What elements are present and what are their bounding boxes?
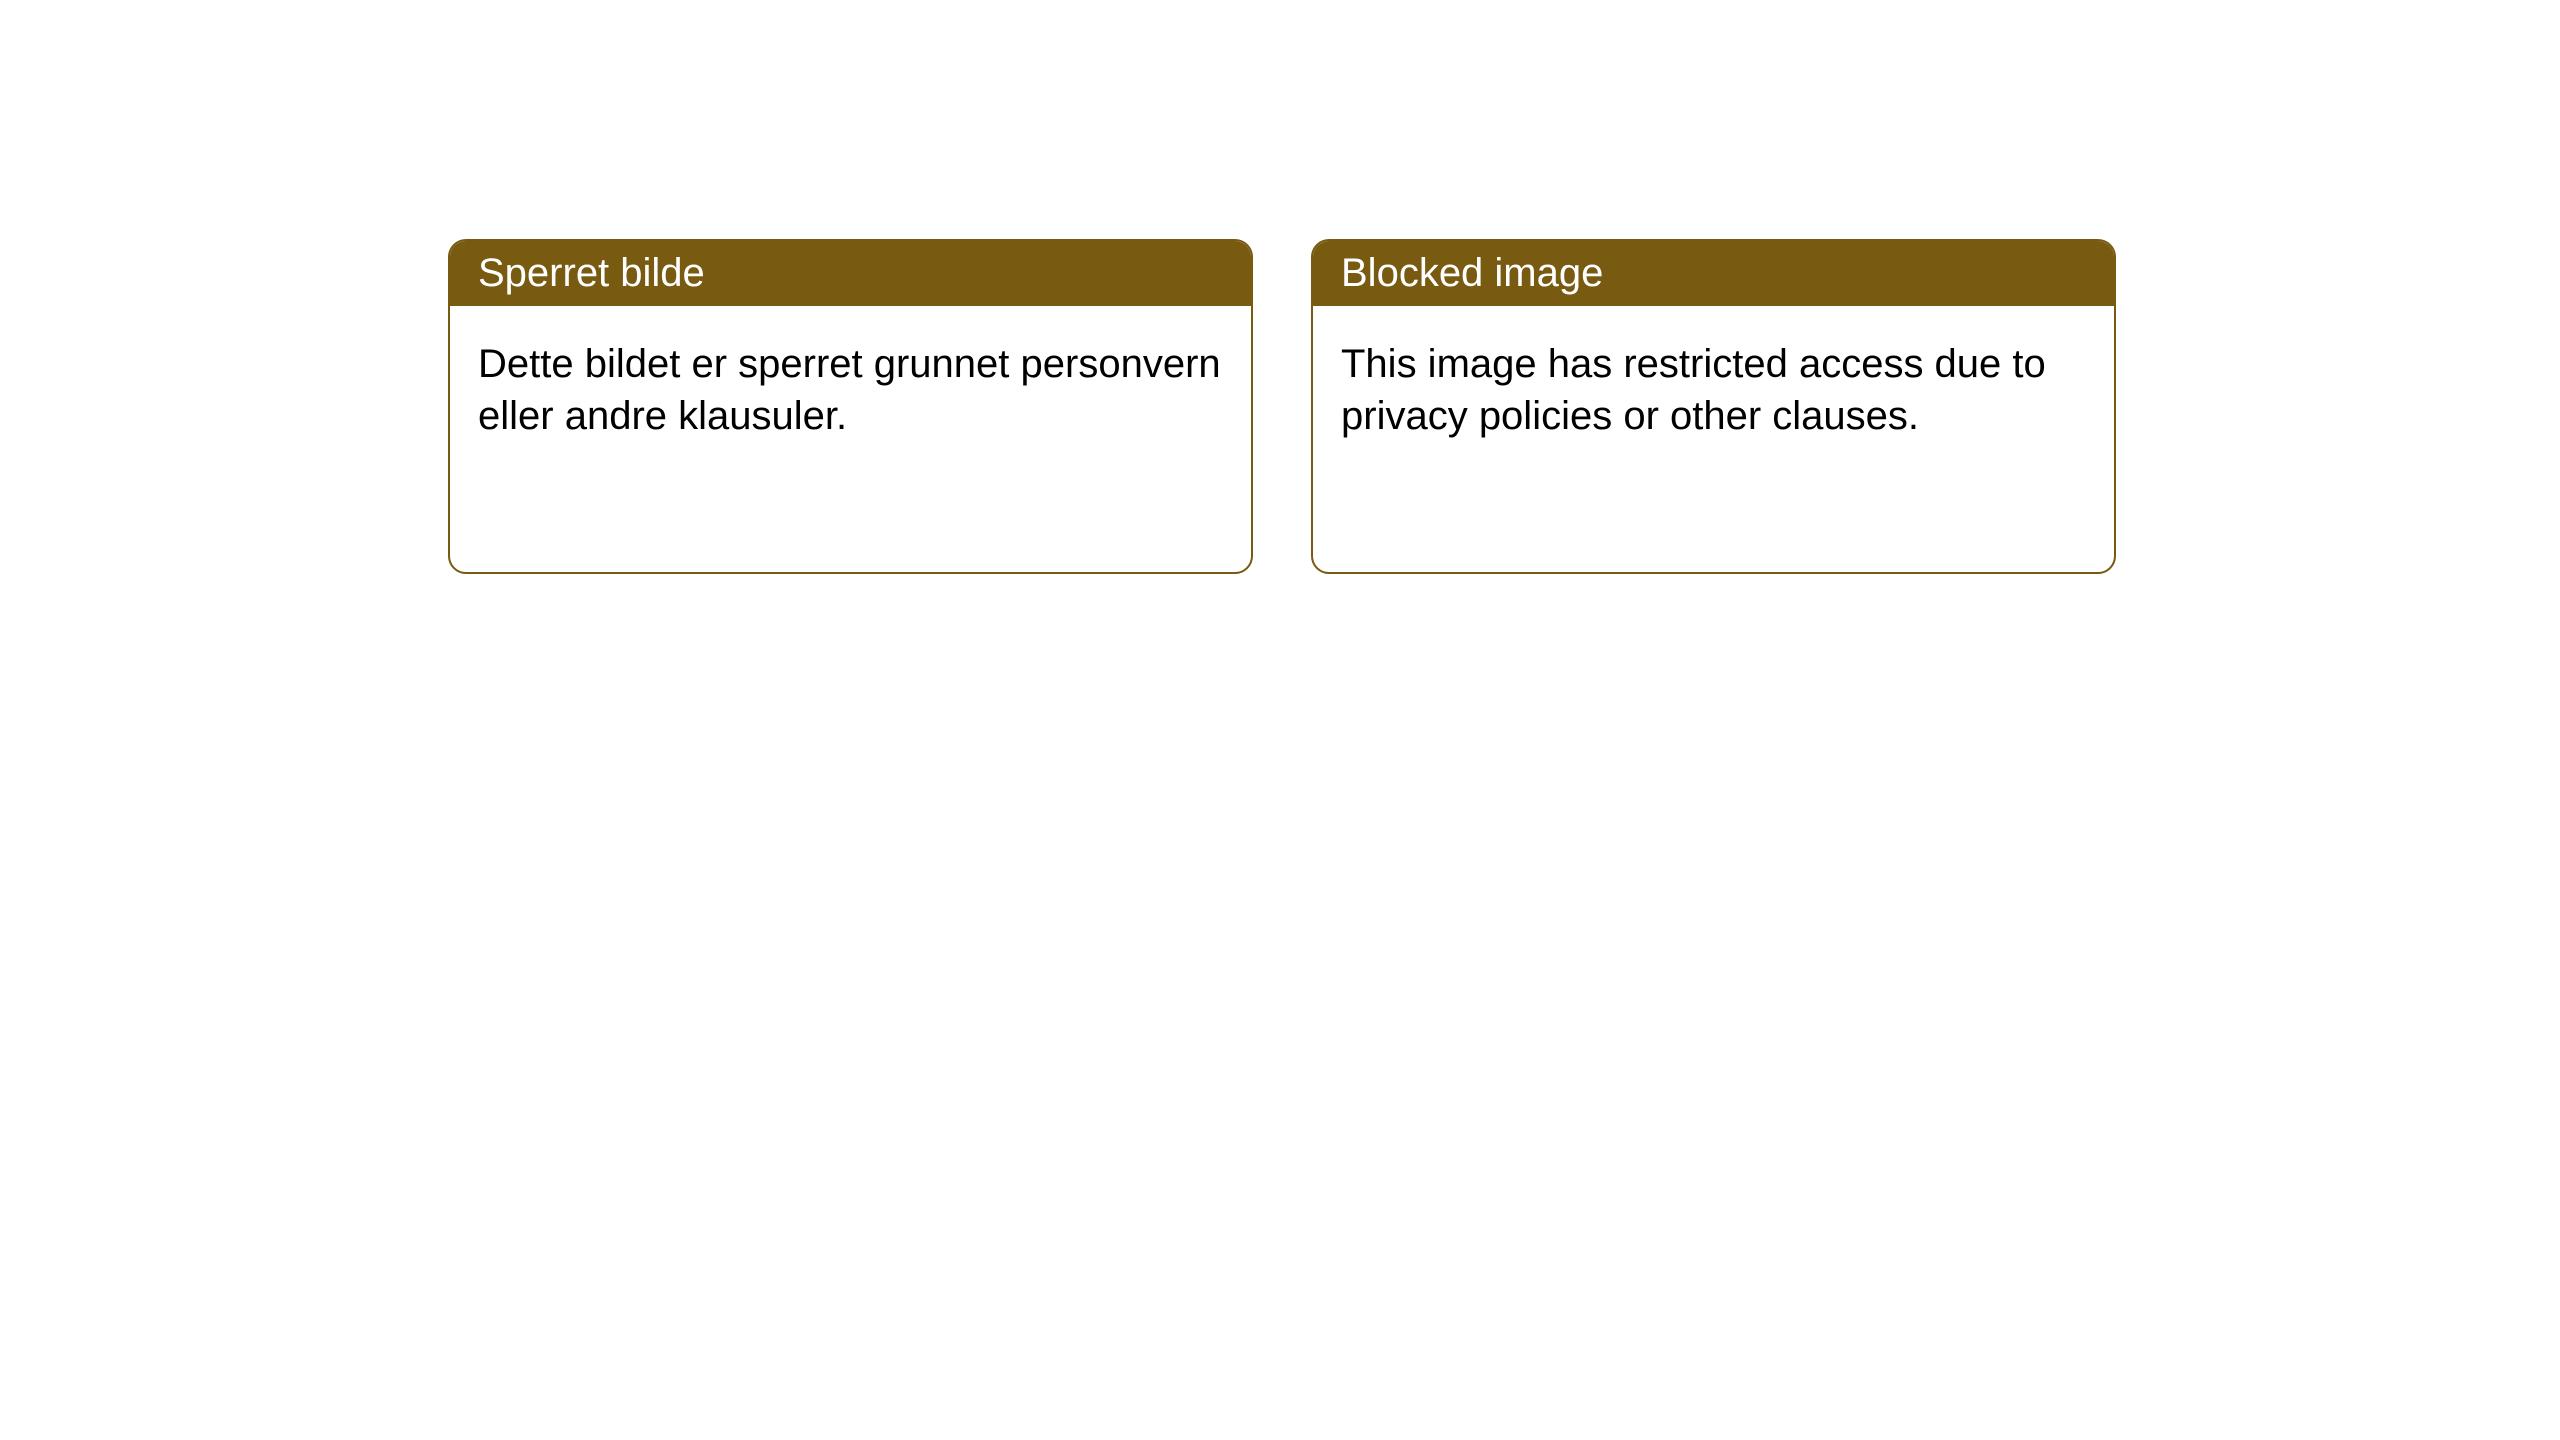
card-body-no: Dette bildet er sperret grunnet personve… bbox=[450, 306, 1251, 474]
card-body-en: This image has restricted access due to … bbox=[1313, 306, 2114, 474]
blocked-image-card-en: Blocked image This image has restricted … bbox=[1311, 239, 2116, 574]
card-title-no: Sperret bilde bbox=[450, 241, 1251, 306]
cards-container: Sperret bilde Dette bildet er sperret gr… bbox=[0, 0, 2560, 574]
blocked-image-card-no: Sperret bilde Dette bildet er sperret gr… bbox=[448, 239, 1253, 574]
card-title-en: Blocked image bbox=[1313, 241, 2114, 306]
